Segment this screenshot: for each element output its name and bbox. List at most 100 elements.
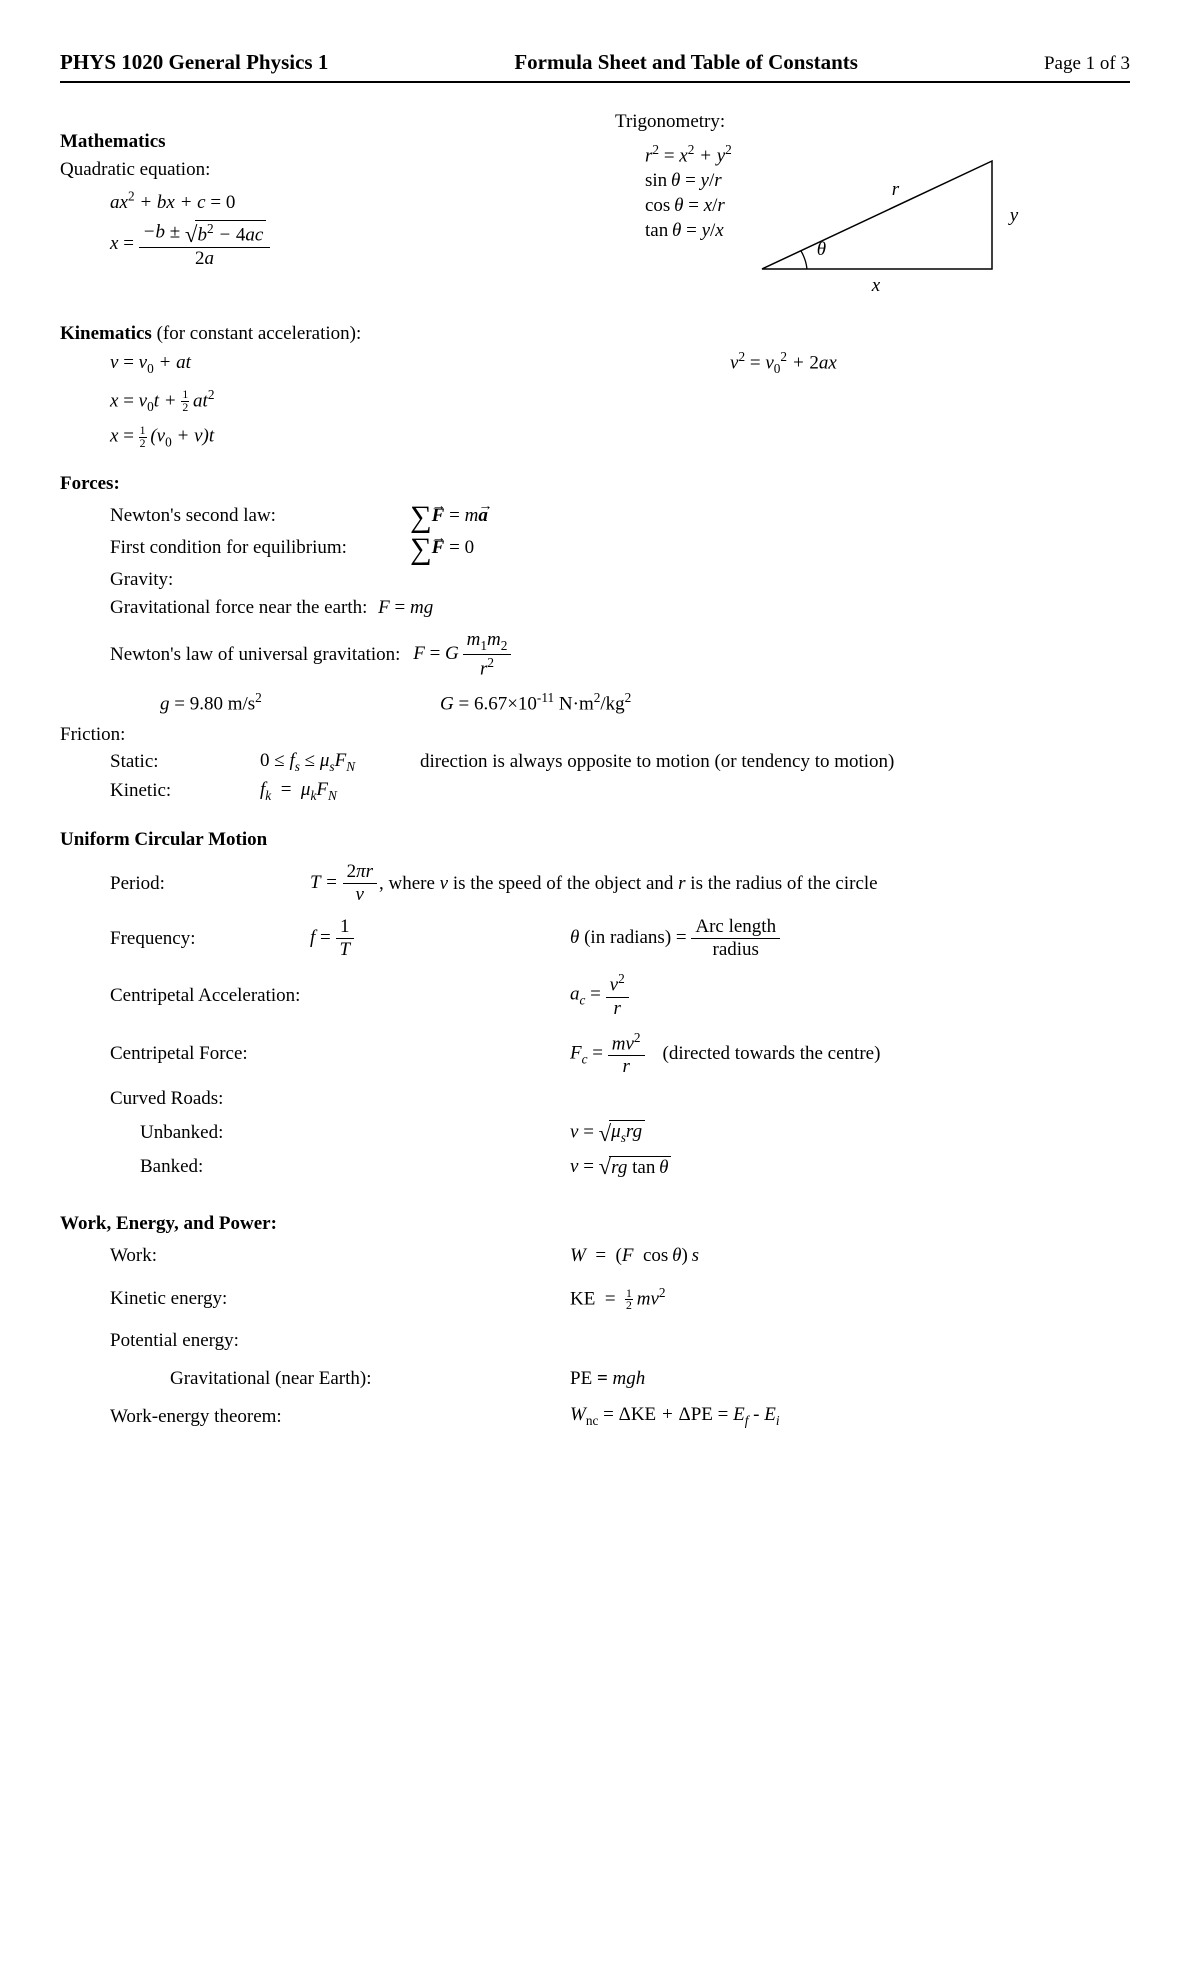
gravity-label: Gravity: xyxy=(110,569,1130,591)
centripetal-force-row: Centripetal Force: Fc = mv2r (directed t… xyxy=(110,1030,1130,1078)
ucm-section: Uniform Circular Motion Period: T = 2πrv… xyxy=(60,829,1130,1179)
kinematics-right: v2 = v02 + 2ax xyxy=(640,349,1130,453)
work-label: Work: xyxy=(110,1245,570,1267)
friction-static-row: Static: 0 ≤ fs ≤ μsFN direction is alway… xyxy=(110,750,1130,775)
trig-eq4: tan θ = y/x xyxy=(645,220,732,242)
work-row: Work: W = (F cos θ) s xyxy=(110,1245,1130,1267)
pe-label: Potential energy: xyxy=(110,1330,1130,1352)
banked-eq: v = √rg tan θ xyxy=(570,1156,671,1179)
kinematics-bold: Kinematics xyxy=(60,323,152,344)
friction-kinetic-eq: fk = μkFN xyxy=(260,779,337,804)
period-eq: T = 2πrv xyxy=(310,861,377,906)
wet-label: Work-energy theorem: xyxy=(110,1406,570,1428)
newton2-eq: ∑→F = m→a xyxy=(410,505,488,527)
header-title: Formula Sheet and Table of Constants xyxy=(514,50,858,75)
section-kinematics-title: Kinematics (for constant acceleration): xyxy=(60,323,1130,345)
universal-eq: F = G m1m2r2 xyxy=(408,629,511,680)
trig-eq1: r2 = x2 + y2 xyxy=(645,142,732,167)
near-earth-eq: F = mg xyxy=(373,597,433,619)
page-header: PHYS 1020 General Physics 1 Formula Shee… xyxy=(60,50,1130,83)
tri-label-theta: θ xyxy=(817,239,826,261)
pe-grav-label: Gravitational (near Earth): xyxy=(170,1368,570,1390)
work-eq: W = (F cos θ) s xyxy=(570,1245,699,1267)
friction-static-label: Static: xyxy=(110,751,260,773)
ke-row: Kinetic energy: KE = 12 mv2 xyxy=(110,1285,1130,1312)
quadratic-label: Quadratic equation: xyxy=(60,159,575,181)
trig-label: Trigonometry: xyxy=(615,111,1130,133)
math-col: Mathematics Quadratic equation: ax2 + bx… xyxy=(60,111,575,309)
centripetal-acc-eq: ac = v2r xyxy=(570,971,629,1019)
banked-row: Banked: v = √rg tan θ xyxy=(140,1156,1130,1179)
kin-eq1: v = v0 + at xyxy=(110,352,600,377)
section-mathematics: Mathematics xyxy=(60,131,575,153)
centripetal-force-eq: Fc = mv2r xyxy=(570,1030,645,1078)
trig-eq3: cos θ = x/r xyxy=(645,195,732,217)
wep-body: Work: W = (F cos θ) s Kinetic energy: KE… xyxy=(110,1245,1130,1429)
frequency-row: Frequency: f = 1T θ (in radians) = Arc l… xyxy=(110,916,1130,961)
kin-eq-right: v2 = v02 + 2ax xyxy=(730,349,1130,377)
curved-label: Curved Roads: xyxy=(110,1088,1130,1110)
constants-row: g = 9.80 m/s2 G = 6.67×10-11 N·m2/kg2 xyxy=(160,690,1130,715)
math-trig-row: Mathematics Quadratic equation: ax2 + bx… xyxy=(60,111,1130,309)
quadratic-eqs: ax2 + bx + c = 0 x = −b ± √b2 − 4ac 2a xyxy=(110,189,575,270)
friction-label: Friction: xyxy=(60,724,1130,746)
period-note: , where v is the speed of the object and… xyxy=(379,873,878,895)
period-row: Period: T = 2πrv , where v is the speed … xyxy=(110,861,1130,906)
radian-eq: θ (in radians) = Arc lengthradius xyxy=(570,916,780,961)
quadratic-eq2: x = −b ± √b2 − 4ac 2a xyxy=(110,220,575,269)
centripetal-acc-row: Centripetal Acceleration: ac = v2r xyxy=(110,971,1130,1019)
centripetal-force-note: (directed towards the centre) xyxy=(663,1043,881,1065)
equilib-row: First condition for equilibrium: ∑→F = 0 xyxy=(110,537,1130,559)
friction-static-note: direction is always opposite to motion (… xyxy=(420,751,894,773)
unbanked-label: Unbanked: xyxy=(140,1122,570,1144)
ke-label: Kinetic energy: xyxy=(110,1288,570,1310)
equilib-eq: ∑→F = 0 xyxy=(410,537,474,559)
tri-label-y: y xyxy=(1010,205,1018,227)
quadratic-eq1: ax2 + bx + c = 0 xyxy=(110,189,575,214)
kinematics-left: v = v0 + at x = v0t + 12 at2 x = 12 (v0 … xyxy=(110,349,600,453)
pe-grav-eq: PE = mgh xyxy=(570,1368,645,1390)
forces-body: Newton's second law: ∑→F = m→a First con… xyxy=(110,505,1130,803)
friction-static-eq: 0 ≤ fs ≤ μsFN xyxy=(260,750,420,775)
period-label: Period: xyxy=(110,873,310,895)
triangle-svg xyxy=(752,139,1052,309)
kinematics-section: Kinematics (for constant acceleration): … xyxy=(60,323,1130,453)
universal-label: Newton's law of universal gravitation: xyxy=(110,644,400,666)
section-ucm: Uniform Circular Motion xyxy=(60,829,1130,851)
page: PHYS 1020 General Physics 1 Formula Shee… xyxy=(0,0,1200,1479)
ucm-body: Period: T = 2πrv , where v is the speed … xyxy=(110,861,1130,1179)
universal-row: Newton's law of universal gravitation: F… xyxy=(110,629,1130,680)
right-triangle-diagram: r y x θ xyxy=(752,139,1052,309)
equilib-label: First condition for equilibrium: xyxy=(110,537,410,559)
wet-row: Work-energy theorem: Wnc = ΔKE + ΔPE = E… xyxy=(110,1404,1130,1429)
header-course: PHYS 1020 General Physics 1 xyxy=(60,50,328,75)
kinematics-suffix: (for constant acceleration): xyxy=(152,323,361,344)
kin-eq2: x = v0t + 12 at2 xyxy=(110,387,600,415)
trig-eqs: r2 = x2 + y2 sin θ = y/r cos θ = x/r tan… xyxy=(645,139,732,245)
friction-kinetic-label: Kinetic: xyxy=(110,780,260,802)
const-G: G = 6.67×10-11 N·m2/kg2 xyxy=(440,690,631,715)
trig-col: Trigonometry: r2 = x2 + y2 sin θ = y/r c… xyxy=(615,111,1130,309)
header-page: Page 1 of 3 xyxy=(1044,53,1130,75)
frequency-label: Frequency: xyxy=(110,928,310,950)
pe-grav-row: Gravitational (near Earth): PE = mgh xyxy=(170,1368,1130,1390)
tri-label-r: r xyxy=(892,179,899,201)
const-g: g = 9.80 m/s2 xyxy=(160,690,440,715)
near-earth-label: Gravitational force near the earth: xyxy=(110,597,367,619)
friction-kinetic-row: Kinetic: fk = μkFN xyxy=(110,779,1130,804)
forces-section: Forces: Newton's second law: ∑→F = m→a F… xyxy=(60,473,1130,803)
unbanked-eq: v = √μsrg xyxy=(570,1120,645,1146)
newton2-row: Newton's second law: ∑→F = m→a xyxy=(110,505,1130,527)
newton2-label: Newton's second law: xyxy=(110,505,410,527)
tri-label-x: x xyxy=(872,275,880,297)
section-wep: Work, Energy, and Power: xyxy=(60,1213,1130,1235)
centripetal-force-label: Centripetal Force: xyxy=(110,1043,570,1065)
section-forces: Forces: xyxy=(60,473,1130,495)
centripetal-acc-label: Centripetal Acceleration: xyxy=(110,985,570,1007)
trig-eq2: sin θ = y/r xyxy=(645,170,732,192)
wet-eq: Wnc = ΔKE + ΔPE = Ef - Ei xyxy=(570,1404,780,1429)
banked-label: Banked: xyxy=(140,1156,570,1178)
wep-section: Work, Energy, and Power: Work: W = (F co… xyxy=(60,1213,1130,1429)
near-earth-row: Gravitational force near the earth: F = … xyxy=(110,597,1130,619)
frequency-eq: f = 1T xyxy=(310,916,570,961)
